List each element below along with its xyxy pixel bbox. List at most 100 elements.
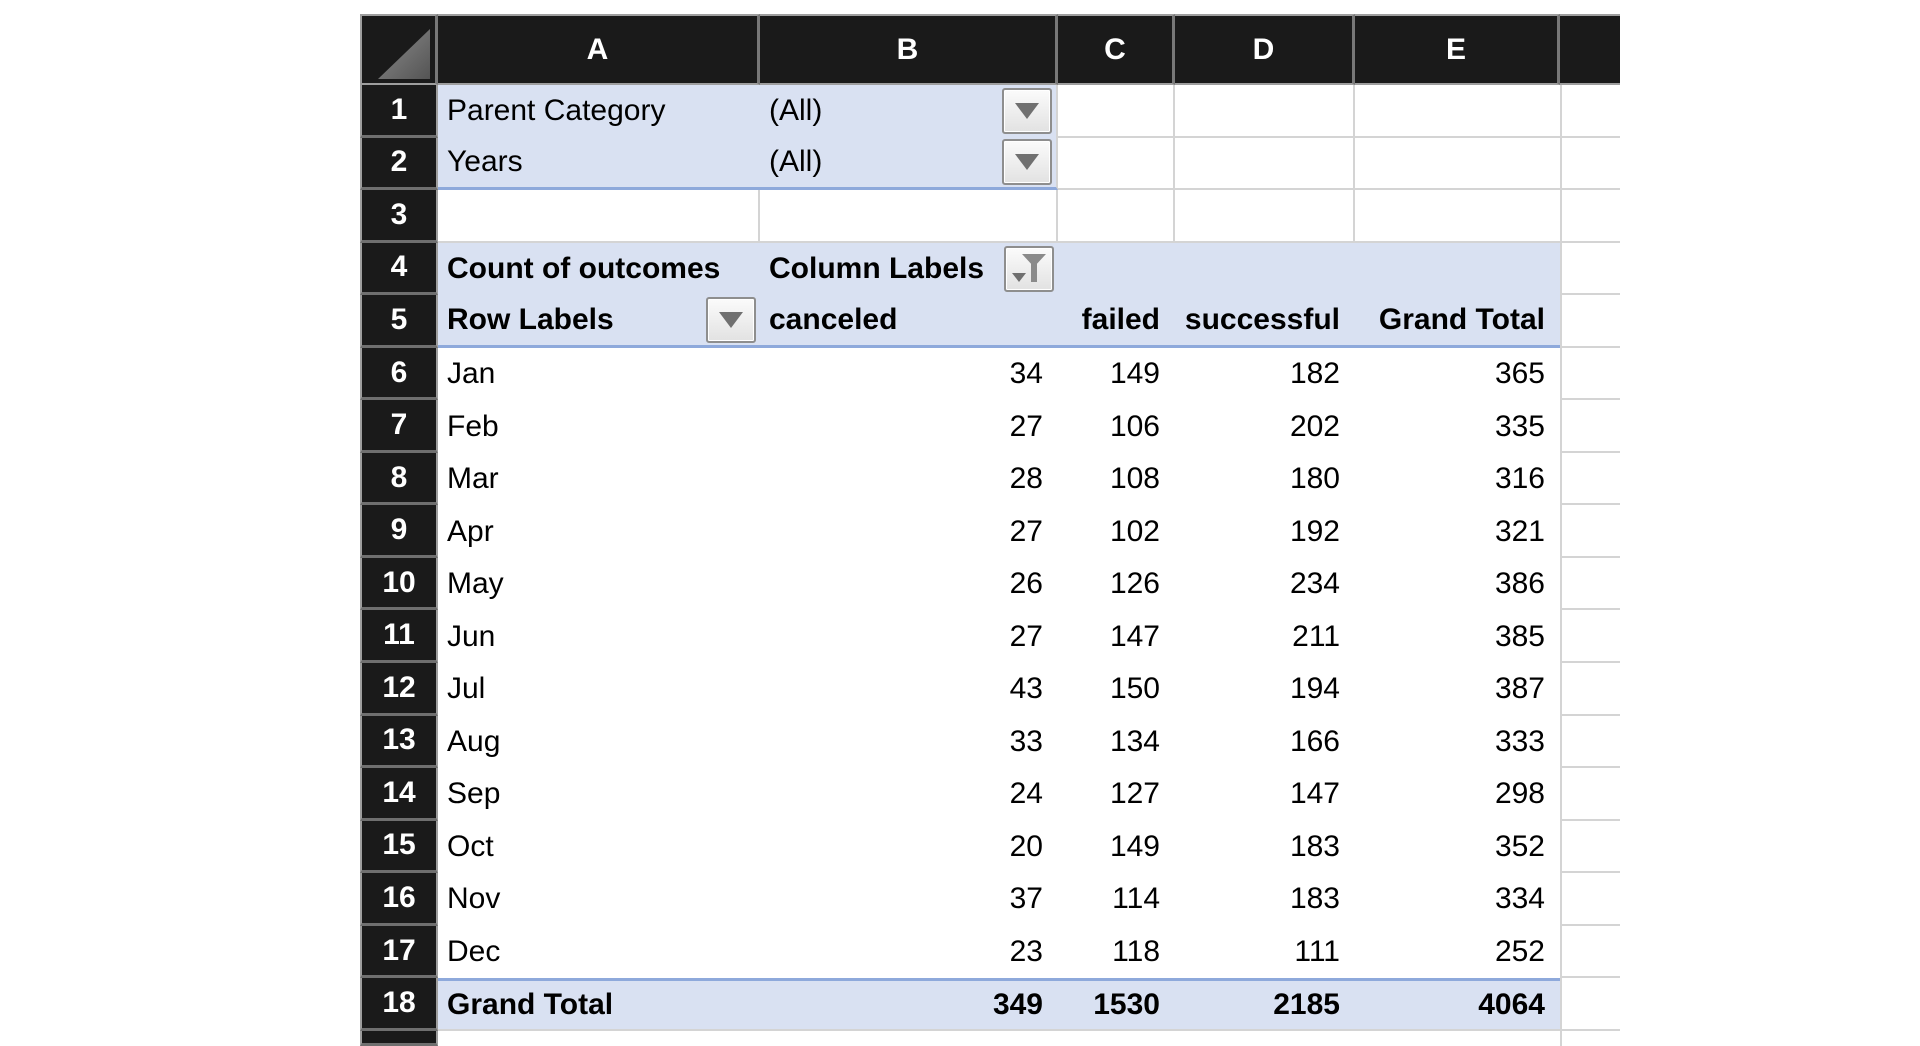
empty-cell[interactable] [1355,242,1560,296]
empty-cell[interactable] [1175,85,1355,138]
column-header-d[interactable]: D [1175,14,1355,85]
column-header-a[interactable]: A [438,14,760,85]
empty-cell[interactable] [1058,137,1175,191]
canceled-value-cell[interactable]: 34 [760,347,1058,401]
row-number-cell[interactable]: 11 [360,610,438,664]
month-label-cell[interactable]: Jun [438,610,760,664]
canceled-value-cell[interactable]: 20 [760,820,1058,874]
header-grand-total-cell[interactable]: Grand Total [1355,295,1560,348]
canceled-value-cell[interactable]: 24 [760,768,1058,821]
month-label-cell[interactable]: Sep [438,768,760,821]
failed-value-cell[interactable]: 114 [1058,873,1175,926]
month-label-cell[interactable]: Aug [438,715,760,769]
filter-name-cell[interactable]: Parent Category [438,85,760,138]
failed-value-cell[interactable]: 118 [1058,925,1175,979]
row-number-cell[interactable]: 3 [360,190,438,243]
month-label-cell[interactable]: Mar [438,452,760,506]
canceled-value-cell[interactable]: 27 [760,505,1058,558]
successful-value-cell[interactable]: 211 [1175,610,1355,664]
empty-cell[interactable] [760,190,1058,243]
total-value-cell[interactable]: 386 [1355,557,1560,611]
failed-value-cell[interactable]: 149 [1058,820,1175,874]
row-number-cell[interactable]: 6 [360,347,438,401]
month-label-cell[interactable]: Feb [438,400,760,453]
failed-value-cell[interactable]: 150 [1058,663,1175,716]
filter-name-cell[interactable]: Years [438,137,760,191]
row-number-cell[interactable]: 12 [360,663,438,716]
header-failed-cell[interactable]: failed [1058,295,1175,348]
successful-value-cell[interactable]: 166 [1175,715,1355,769]
row-number-cell[interactable]: 14 [360,768,438,821]
empty-cell[interactable] [1058,190,1175,243]
failed-value-cell[interactable]: 149 [1058,347,1175,401]
failed-value-cell[interactable]: 126 [1058,557,1175,611]
pivot-title-cell[interactable]: Count of outcomes [438,242,760,296]
row-number-cell[interactable]: 2 [360,137,438,191]
row-labels-dropdown-button[interactable] [706,296,756,343]
month-label-cell[interactable]: Oct [438,820,760,874]
successful-value-cell[interactable]: 192 [1175,505,1355,558]
row-labels-cell[interactable]: Row Labels [438,295,760,348]
failed-value-cell[interactable]: 106 [1058,400,1175,453]
failed-value-cell[interactable]: 127 [1058,768,1175,821]
canceled-value-cell[interactable]: 37 [760,873,1058,926]
row-number-cell[interactable]: 13 [360,715,438,769]
total-value-cell[interactable]: 321 [1355,505,1560,558]
successful-value-cell[interactable]: 183 [1175,820,1355,874]
failed-value-cell[interactable]: 102 [1058,505,1175,558]
month-label-cell[interactable]: Nov [438,873,760,926]
canceled-value-cell[interactable]: 43 [760,663,1058,716]
failed-value-cell[interactable]: 108 [1058,452,1175,506]
years-dropdown-button[interactable] [1002,139,1052,186]
row-number-cell[interactable]: 16 [360,873,438,926]
successful-value-cell[interactable]: 180 [1175,452,1355,506]
total-value-cell[interactable]: 335 [1355,400,1560,453]
empty-cell[interactable] [1355,137,1560,191]
failed-value-cell[interactable]: 134 [1058,715,1175,769]
empty-cell[interactable] [438,190,760,243]
column-header-c[interactable]: C [1058,14,1175,85]
row-number-cell[interactable]: 18 [360,978,438,1031]
row-number-cell[interactable]: 9 [360,505,438,558]
row-number-cell[interactable]: 5 [360,295,438,348]
month-label-cell[interactable]: Apr [438,505,760,558]
month-label-cell[interactable]: Jul [438,663,760,716]
empty-cell[interactable] [1355,190,1560,243]
empty-cell[interactable] [1058,242,1175,296]
total-value-cell[interactable]: 252 [1355,925,1560,979]
row-number-cell[interactable]: 17 [360,925,438,979]
total-value-cell[interactable]: 365 [1355,347,1560,401]
total-value-cell[interactable]: 334 [1355,873,1560,926]
empty-cell[interactable] [1175,190,1355,243]
canceled-value-cell[interactable]: 27 [760,400,1058,453]
month-label-cell[interactable]: Dec [438,925,760,979]
failed-value-cell[interactable]: 147 [1058,610,1175,664]
canceled-value-cell[interactable]: 26 [760,557,1058,611]
column-header-b[interactable]: B [760,14,1058,85]
row-number-cell[interactable]: 1 [360,85,438,138]
grand-total-successful-cell[interactable]: 2185 [1175,978,1355,1031]
total-value-cell[interactable]: 352 [1355,820,1560,874]
grand-total-failed-cell[interactable]: 1530 [1058,978,1175,1031]
canceled-value-cell[interactable]: 23 [760,925,1058,979]
successful-value-cell[interactable]: 111 [1175,925,1355,979]
grand-total-label-cell[interactable]: Grand Total [438,978,760,1031]
row-number-cell[interactable]: 8 [360,452,438,506]
canceled-value-cell[interactable]: 27 [760,610,1058,664]
grand-total-total-cell[interactable]: 4064 [1355,978,1560,1031]
column-labels-filter-button[interactable] [1004,245,1054,292]
total-value-cell[interactable]: 387 [1355,663,1560,716]
filter-value-cell[interactable]: (All) [760,85,1058,138]
parent-category-dropdown-button[interactable] [1002,88,1052,135]
successful-value-cell[interactable]: 202 [1175,400,1355,453]
month-label-cell[interactable]: Jan [438,347,760,401]
row-number-cell[interactable]: 10 [360,557,438,611]
row-number-cell[interactable]: 4 [360,242,438,296]
successful-value-cell[interactable]: 183 [1175,873,1355,926]
row-number-cell[interactable]: 7 [360,400,438,453]
total-value-cell[interactable]: 333 [1355,715,1560,769]
header-successful-cell[interactable]: successful [1175,295,1355,348]
empty-cell[interactable] [1175,137,1355,191]
successful-value-cell[interactable]: 182 [1175,347,1355,401]
column-labels-cell[interactable]: Column Labels [760,242,1058,296]
